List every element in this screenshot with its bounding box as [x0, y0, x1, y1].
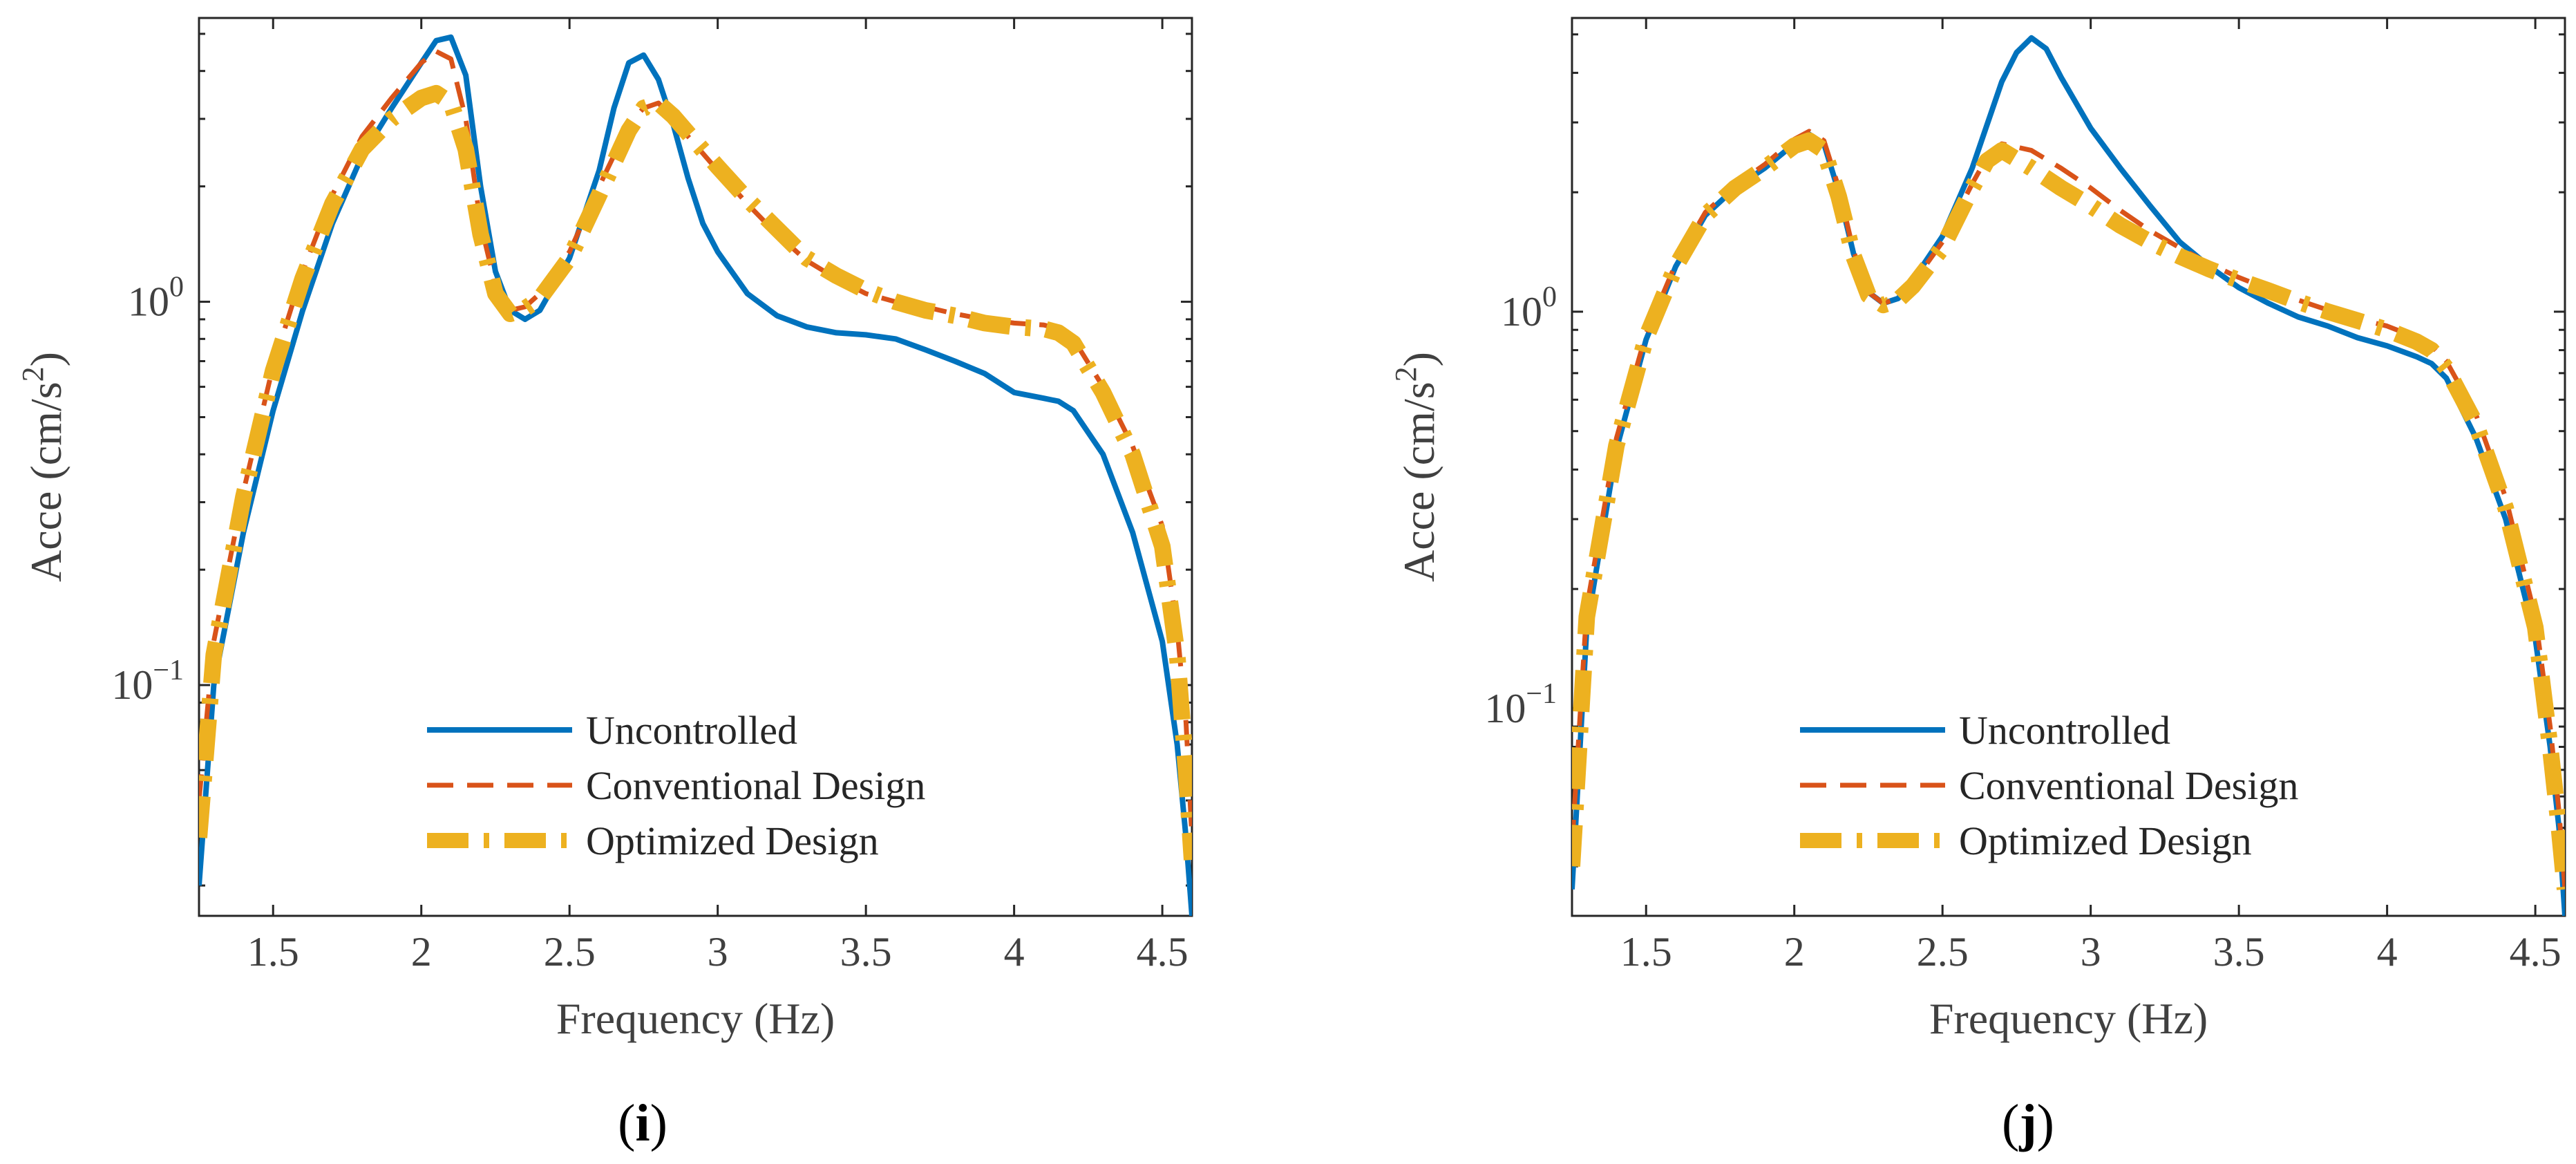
x-tick-label: 3.5 — [2213, 929, 2265, 975]
y-tick-label: 10−1 — [111, 655, 184, 708]
x-axis-label: Frequency (Hz) — [1929, 994, 2208, 1043]
x-tick-label: 2.5 — [544, 929, 596, 975]
x-tick-label: 2.5 — [1917, 929, 1969, 975]
x-tick-label: 4.5 — [1137, 929, 1188, 975]
panel-i: 1.5 2 2.5 3 3.5 4 4.5 10−1 100 Frequency (Hz) Acce… — [16, 17, 1193, 1152]
legend-label: Optimized Design — [586, 818, 879, 863]
x-tick-label: 2 — [411, 929, 432, 975]
y-axis-label: Acce (cm/s2) — [16, 352, 70, 582]
x-tick-label: 4.5 — [2510, 929, 2561, 975]
x-tick-label: 3.5 — [840, 929, 892, 975]
panel-label: (i) — [618, 1094, 667, 1152]
plot-area — [199, 34, 1192, 916]
plot-area — [1572, 35, 2565, 916]
series-line-optimized-design — [199, 84, 1192, 861]
x-axis-label: Frequency (Hz) — [556, 994, 835, 1043]
x-tick-label: 3 — [2081, 929, 2101, 975]
series-line-optimized-design — [1572, 132, 2565, 890]
x-tick-label: 4 — [2377, 929, 2398, 975]
y-axis-label: Acce (cm/s2) — [1389, 352, 1443, 582]
x-tick-label: 4 — [1004, 929, 1025, 975]
x-tick-label: 3 — [708, 929, 728, 975]
legend-label: Optimized Design — [1959, 818, 2252, 863]
panel-label: (j) — [2002, 1094, 2054, 1152]
y-tick-label: 100 — [128, 272, 184, 325]
legend-label: Uncontrolled — [1959, 708, 2170, 753]
axes-frame — [198, 17, 1193, 917]
x-tick-label: 1.5 — [247, 929, 299, 975]
y-tick-label: 10−1 — [1484, 678, 1557, 731]
panel-j: 1.5 2 2.5 3 3.5 4 4.5 10−1 100 Frequency (Hz) Acce… — [1389, 17, 2566, 1152]
x-tick-label: 1.5 — [1620, 929, 1672, 975]
x-tick-label: 2 — [1784, 929, 1805, 975]
legend-label: Conventional Design — [1959, 763, 2298, 808]
legend-label: Conventional Design — [586, 763, 925, 808]
axes-frame — [1571, 17, 2566, 917]
y-tick-label: 100 — [1501, 281, 1557, 335]
legend-label: Uncontrolled — [586, 708, 797, 753]
